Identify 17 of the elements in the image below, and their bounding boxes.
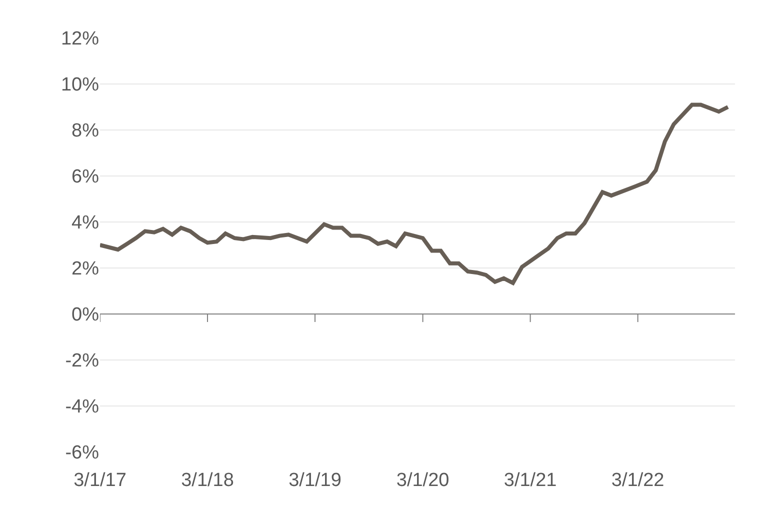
y-tick-label: 2% xyxy=(72,258,100,280)
x-tick-label: 3/1/20 xyxy=(396,470,450,491)
y-tick-label: 10% xyxy=(60,74,100,96)
x-tick-label: 3/1/22 xyxy=(611,470,664,491)
y-tick-label: 4% xyxy=(72,212,100,234)
y-tick-label: -6% xyxy=(65,442,100,464)
y-tick-label: -2% xyxy=(65,350,100,372)
y-tick-label: 8% xyxy=(72,120,100,142)
x-tick-label: 3/1/17 xyxy=(74,470,126,491)
y-tick-label: -4% xyxy=(65,396,100,418)
y-tick-label: 12% xyxy=(60,28,100,50)
x-tick-label: 3/1/19 xyxy=(288,470,342,491)
x-tick-label: 3/1/18 xyxy=(181,470,234,491)
y-tick-label: 6% xyxy=(72,166,100,188)
x-tick-label: 3/1/21 xyxy=(504,470,557,491)
y-tick-label: 0% xyxy=(72,304,100,326)
line-series xyxy=(100,102,730,285)
